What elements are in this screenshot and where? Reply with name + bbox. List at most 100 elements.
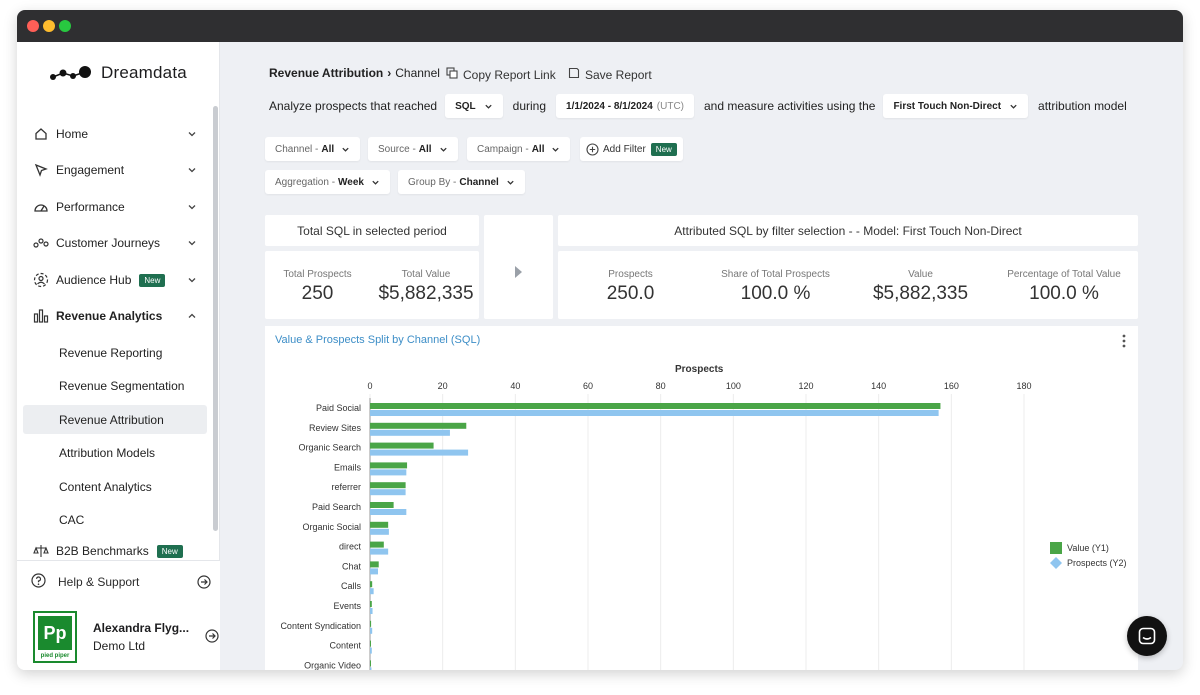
filter-label: Channel - [275, 143, 319, 155]
sidebar-item-label: Performance [56, 200, 125, 214]
total-value-value: $5,882,335 [378, 283, 474, 304]
legend-item-prospects[interactable]: Prospects (Y2) [1050, 555, 1127, 570]
chevron-down-icon [188, 168, 196, 173]
chart-title[interactable]: Value & Prospects Split by Channel (SQL) [275, 334, 481, 346]
bar-prospects [370, 548, 389, 555]
campaign-filter[interactable]: Campaign - All [467, 137, 571, 161]
total-prospects-label: Total Prospects [283, 269, 352, 280]
expand-panel-button[interactable] [484, 215, 553, 319]
help-label: Help & Support [58, 575, 140, 589]
chevron-down-icon [485, 104, 492, 109]
attribution-model-value: First Touch Non-Direct [893, 100, 1002, 112]
arrow-right-circle-icon [205, 629, 219, 648]
app-window: Dreamdata Home Engagement Performance Cu… [17, 10, 1183, 670]
chevron-down-icon [188, 205, 196, 210]
chat-launcher-button[interactable] [1127, 616, 1167, 656]
sidebar-subitem-revenue-segmentation[interactable]: Revenue Segmentation [59, 378, 185, 393]
breadcrumb-separator-icon: › [387, 66, 392, 80]
x-tick-label: 20 [438, 381, 448, 391]
sidebar-subitem-content-analytics[interactable]: Content Analytics [59, 479, 152, 494]
sidebar-subitem-cac[interactable]: CAC [59, 512, 85, 527]
bar-prospects [370, 667, 372, 670]
share-label: Share of Total Prospects [721, 269, 830, 280]
group-by-select[interactable]: Group By - Channel [398, 170, 525, 194]
bar-value [370, 442, 434, 449]
channel-filter[interactable]: Channel - All [265, 137, 361, 161]
legend-swatch-diamond [1050, 556, 1062, 569]
chevron-down-icon [552, 147, 560, 152]
sidebar-subitem-revenue-attribution[interactable]: Revenue Attribution [23, 405, 207, 434]
aggregation-select[interactable]: Aggregation - Week [265, 170, 390, 194]
value-value: $5,882,335 [872, 283, 969, 304]
attribution-model-select[interactable]: First Touch Non-Direct [883, 94, 1029, 118]
chevron-down-icon [342, 147, 349, 152]
x-axis-title: Prospects [675, 364, 724, 375]
y-category-label: Organic Video [304, 660, 361, 670]
bar-value [370, 403, 941, 409]
breadcrumb-parent[interactable]: Revenue Attribution [269, 66, 384, 80]
share-value: 100.0 % [740, 283, 811, 304]
minimize-window-button[interactable] [43, 20, 55, 32]
chevron-down-icon [439, 147, 447, 152]
sidebar-item-performance[interactable]: Performance [23, 192, 207, 222]
bar-prospects [370, 449, 469, 456]
play-arrow-icon [515, 266, 522, 278]
y-category-label: Events [333, 601, 361, 611]
total-sql-card: Total Prospects 250 Total Value $5,882,3… [265, 251, 479, 319]
cursor-icon [33, 162, 49, 178]
help-support-link[interactable]: Help & Support [31, 571, 211, 593]
close-window-button[interactable] [27, 20, 39, 32]
sidebar-item-home[interactable]: Home [23, 119, 207, 149]
query-builder: Analyze prospects that reached SQL durin… [269, 94, 1137, 118]
add-filter-button[interactable]: Add Filter New [580, 137, 683, 161]
date-range-picker[interactable]: 1/1/2024 - 8/1/2024 (UTC) [556, 94, 694, 118]
total-value-label: Total Value [401, 269, 451, 280]
chart-legend: Value (Y1) Prospects (Y2) [1050, 540, 1127, 570]
copy-report-link-label: Copy Report Link [463, 67, 556, 82]
bar-chart: 0 20 40 60 80 100 120 140 160 180 Paid Social Revie… [280, 381, 1032, 670]
copy-report-link-button[interactable]: Copy Report Link [446, 67, 556, 82]
bar-prospects [370, 568, 378, 575]
maximize-window-button[interactable] [59, 20, 71, 32]
more-options-icon[interactable] [1122, 334, 1126, 348]
date-range-value: 1/1/2024 - 8/1/2024 [566, 100, 653, 112]
sidebar-subitem-attribution-models[interactable]: Attribution Models [59, 445, 156, 460]
chevron-down-icon [507, 180, 514, 185]
y-category-label: Paid Social [316, 403, 361, 413]
bar-prospects [370, 608, 373, 614]
legend-label: Value (Y1) [1067, 542, 1109, 553]
bar-value [370, 502, 394, 508]
logo[interactable]: Dreamdata [49, 62, 187, 84]
user-profile[interactable]: Pp pied piper Alexandra Flyg... Demo Ltd [33, 611, 219, 665]
stage-select[interactable]: SQL [445, 94, 503, 118]
y-category-label: direct [339, 542, 362, 552]
sidebar-item-audience-hub[interactable]: Audience Hub New [23, 265, 207, 295]
legend-swatch-square [1050, 541, 1062, 554]
y-category-label: Emails [334, 462, 362, 472]
bar-value [370, 541, 384, 548]
legend-item-value[interactable]: Value (Y1) [1050, 540, 1127, 555]
bar-value [370, 521, 389, 528]
bar-value [370, 640, 371, 647]
sidebar-item-engagement[interactable]: Engagement [23, 155, 207, 185]
sidebar-item-label: B2B Benchmarks [56, 544, 149, 558]
bar-prospects [370, 469, 407, 476]
source-filter[interactable]: Source - All [368, 137, 458, 161]
sidebar-subitem-revenue-reporting[interactable]: Revenue Reporting [59, 345, 163, 360]
legend-label: Prospects (Y2) [1067, 557, 1127, 568]
channel-split-chart-card: Value & Prospects Split by Channel (SQL)… [265, 326, 1138, 670]
chevron-down-icon [1010, 104, 1017, 109]
prospects-value: 250.0 [606, 283, 655, 304]
copy-icon [446, 67, 458, 82]
sidebar-item-revenue-analytics[interactable]: Revenue Analytics [23, 301, 207, 331]
sidebar-scrollbar[interactable] [213, 106, 218, 531]
chevron-down-icon [188, 132, 196, 137]
main-content: Revenue Attribution › Channel Copy Repor… [220, 42, 1183, 670]
filter-label: Group By - [408, 176, 457, 188]
sidebar-item-b2b-benchmarks[interactable]: B2B Benchmarks New [23, 542, 207, 560]
sidebar-item-customer-journeys[interactable]: Customer Journeys [23, 228, 207, 258]
save-report-button[interactable]: Save Report [568, 67, 652, 82]
y-category-label: Paid Search [312, 502, 361, 512]
breadcrumb-current: Channel [395, 66, 440, 80]
bar-prospects [370, 410, 939, 416]
